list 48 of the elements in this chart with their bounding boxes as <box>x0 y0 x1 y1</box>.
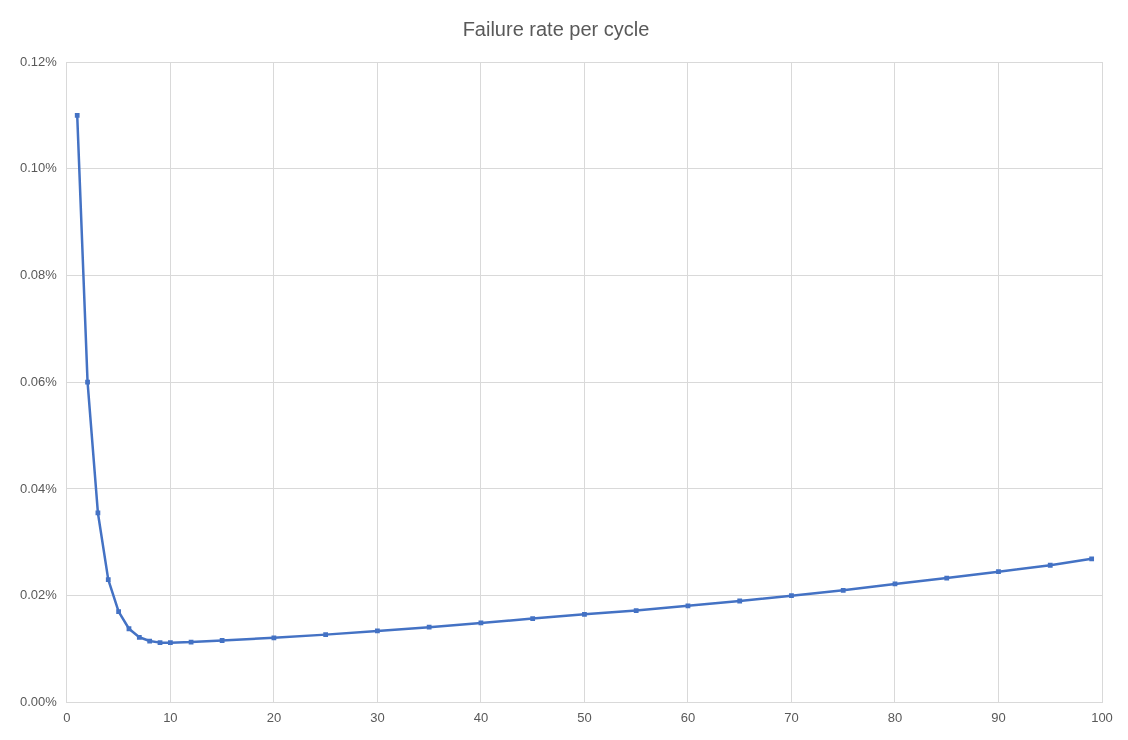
point <box>147 638 153 644</box>
point <box>789 593 794 599</box>
point <box>95 510 101 516</box>
point <box>478 620 484 626</box>
chart-title: Failure rate per cycle <box>462 17 650 40</box>
point <box>633 608 639 613</box>
point <box>685 603 691 609</box>
point <box>116 609 121 615</box>
y-tick-label: 0.10% <box>19 160 58 176</box>
point <box>530 616 536 621</box>
y-tick-label: 0.04% <box>19 480 58 496</box>
x-tick-label: 10 <box>163 709 178 725</box>
point <box>1089 556 1095 562</box>
x-tick-label: 90 <box>991 709 1006 725</box>
x-tick-label: 20 <box>266 709 282 725</box>
point <box>737 598 743 604</box>
point <box>219 638 225 643</box>
y-tick-label: 0.02% <box>19 587 58 603</box>
x-tick-label: 60 <box>680 709 696 725</box>
point <box>188 639 194 645</box>
point <box>323 632 329 638</box>
point <box>126 626 132 632</box>
y-tick-label: 0.12% <box>19 53 58 69</box>
point <box>85 379 90 385</box>
point <box>840 587 846 593</box>
x-tick-label: 40 <box>473 709 489 725</box>
point <box>892 581 898 587</box>
x-tick-label: 30 <box>370 709 385 725</box>
point <box>167 640 173 646</box>
point <box>157 640 163 646</box>
x-tick-label: 50 <box>577 709 592 725</box>
point <box>944 575 950 581</box>
point <box>74 112 80 118</box>
point <box>582 611 587 617</box>
x-tick-label: 70 <box>784 709 799 725</box>
point <box>375 628 380 634</box>
x-tick-label: 100 <box>1091 709 1113 725</box>
point <box>426 624 432 630</box>
y-tick-label: 0.08% <box>19 267 58 283</box>
point <box>105 577 111 583</box>
point <box>996 569 1001 575</box>
point <box>1047 562 1053 568</box>
y-tick-label: 0.00% <box>19 693 58 709</box>
x-tick-label: 80 <box>887 709 903 725</box>
y-tick-label: 0.06% <box>19 373 58 389</box>
x-tick-label: 0 <box>63 709 71 725</box>
point <box>136 634 142 640</box>
point <box>271 635 277 641</box>
